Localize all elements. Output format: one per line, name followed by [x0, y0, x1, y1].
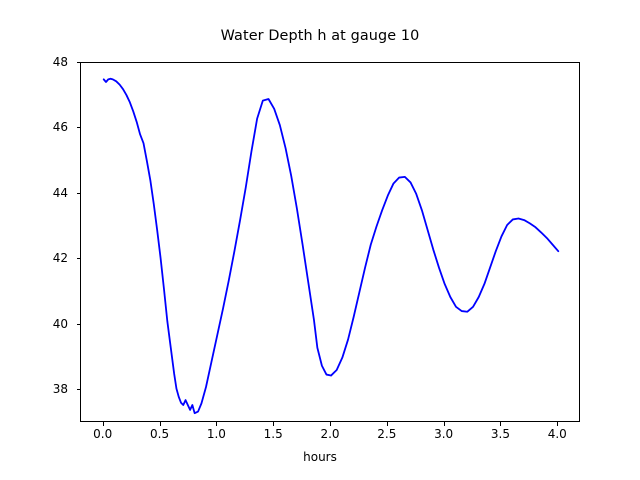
- x-tick-label: 3.0: [434, 427, 454, 441]
- x-axis-label: hours: [303, 450, 337, 464]
- y-tick-mark: [76, 192, 80, 194]
- y-tick-mark: [76, 127, 80, 129]
- x-tick-mark: [500, 422, 502, 426]
- y-tick-mark: [76, 389, 80, 391]
- x-tick-label: 2.0: [320, 427, 340, 441]
- x-tick-label: 4.0: [547, 427, 567, 441]
- line-plot-svg: [102, 77, 560, 415]
- x-tick-label: 3.5: [490, 427, 510, 441]
- x-tick-mark: [557, 422, 559, 426]
- y-tick-mark: [76, 323, 80, 325]
- y-tick-label: 44: [52, 185, 68, 200]
- y-tick-label: 38: [52, 382, 68, 397]
- y-tick-label: 40: [52, 316, 68, 331]
- x-tick-mark: [330, 422, 331, 426]
- x-tick-mark: [273, 422, 275, 426]
- x-tick-label: 0.5: [150, 427, 170, 441]
- x-tick-mark: [159, 422, 161, 426]
- x-tick-mark: [216, 422, 218, 426]
- y-tick-label: 46: [52, 120, 68, 135]
- y-tick-label: 42: [52, 251, 68, 266]
- plot-area: [80, 62, 580, 422]
- x-tick-mark: [386, 422, 388, 426]
- x-tick-label: 1.0: [206, 427, 226, 441]
- x-tick-label: 0.0: [93, 427, 113, 441]
- y-tick-mark: [76, 62, 80, 63]
- y-tick-label: 48: [52, 55, 68, 69]
- x-tick-mark: [443, 422, 445, 426]
- x-tick-label: 1.5: [263, 427, 283, 441]
- y-tick-mark: [76, 258, 80, 260]
- x-tick-label: 2.5: [377, 427, 397, 441]
- x-tick-mark: [102, 422, 104, 426]
- data-series-line: [102, 77, 560, 415]
- chart-title: Water Depth h at gauge 10: [220, 28, 420, 44]
